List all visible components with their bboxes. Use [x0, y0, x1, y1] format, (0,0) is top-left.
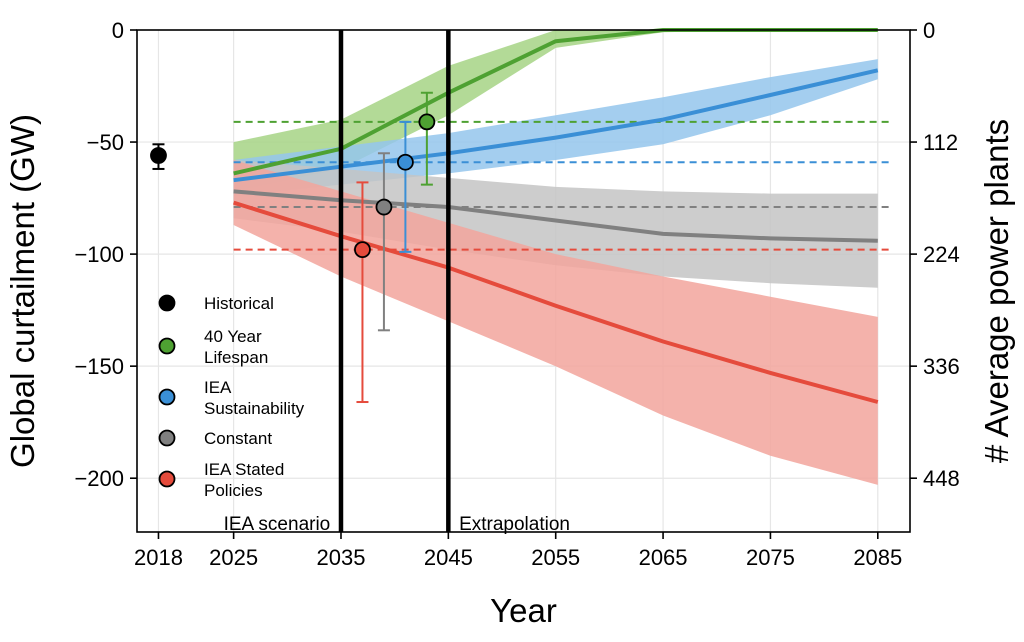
point-series-1-marker [397, 153, 414, 171]
x-tick-label-0: 2018 [134, 545, 183, 570]
legend: Historical 40 Year Lifespan IEA Sustainabili… [158, 294, 305, 500]
annotations: IEA scenario Extrapolation [224, 514, 570, 535]
legend-label-1-1: Lifespan [204, 348, 268, 367]
legend-marker-4 [158, 470, 176, 488]
x-tick-label-4: 2055 [531, 545, 580, 570]
y-tick-label-0: 0 [112, 18, 124, 43]
legend-label-1-0: 40 Year [204, 327, 262, 346]
x-tick-label-7: 2085 [853, 545, 902, 570]
y2-tick-label-1: 112 [923, 130, 958, 155]
x-tick-label-3: 2045 [424, 545, 473, 570]
legend-label-2-0: IEA [204, 378, 232, 397]
y2-tick-label-0: 0 [923, 18, 935, 43]
y2-tick-label-3: 336 [923, 354, 960, 379]
x-axis-title: Year [490, 592, 557, 629]
legend-label-2-1: Sustainability [204, 399, 305, 418]
y2-tick-label-4: 448 [923, 466, 960, 491]
right-y-axis-title: # Average power plants [978, 119, 1015, 463]
legend-label-4-0: IEA Stated [204, 460, 284, 479]
legend-label-4-1: Policies [204, 481, 263, 500]
legend-label-0-0: Historical [204, 294, 274, 313]
legend-marker-3 [158, 429, 176, 447]
point-series-2-marker [375, 198, 393, 216]
legend-marker-1 [158, 337, 176, 355]
y-tick-label-1: −50 [87, 130, 124, 155]
band-series-2 [233, 160, 878, 288]
point-historical-marker [150, 147, 167, 164]
annotation-1: Extrapolation [459, 514, 570, 535]
annotation-0: IEA scenario [224, 514, 331, 535]
y-tick-label-4: −200 [74, 466, 124, 491]
axes: 2018 2025 2035 2045 2055 2065 2075 2085 0 −50 −100… [74, 18, 959, 570]
legend-marker-2 [158, 388, 176, 406]
legend-label-3-0: Constant [204, 429, 272, 448]
x-tick-label-2: 2035 [317, 545, 366, 570]
error-points [150, 91, 436, 404]
y2-tick-label-2: 224 [923, 242, 960, 267]
x-tick-label-6: 2075 [746, 545, 795, 570]
band-series-3 [233, 160, 878, 485]
y-tick-label-3: −150 [74, 354, 124, 379]
legend-marker-0 [158, 294, 176, 312]
plot-frame [136, 29, 911, 533]
x-tick-label-5: 2065 [639, 545, 688, 570]
y-tick-label-2: −100 [74, 242, 124, 267]
scenario-dividers [338, 30, 451, 532]
point-series-3-marker [354, 241, 371, 259]
y-axis-title: Global curtailment (GW) [4, 114, 41, 468]
x-tick-label-1: 2025 [209, 545, 258, 570]
point-series-0-marker [418, 113, 436, 131]
